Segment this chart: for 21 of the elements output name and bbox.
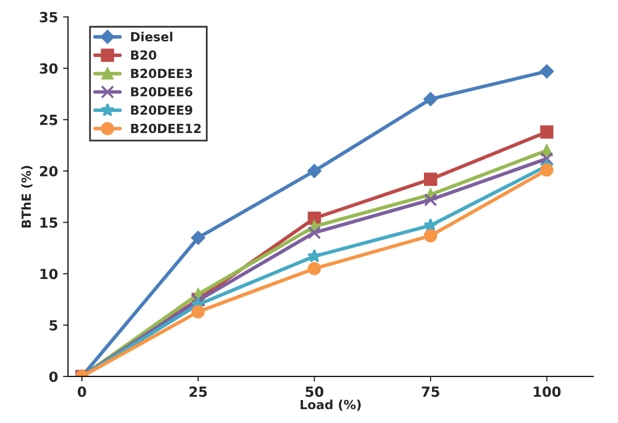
- y-tick-label: 25: [40, 114, 58, 126]
- x-tick-label: 100: [534, 386, 561, 397]
- y-tick-label: 35: [40, 12, 58, 22]
- y-axis-title: BThE (%): [21, 166, 32, 228]
- x-tick-label: 50: [306, 386, 324, 397]
- x-tick-label: 25: [190, 386, 207, 397]
- legend-label: B20DEE12: [131, 124, 201, 134]
- x-tick-label: 75: [422, 386, 440, 397]
- legend-label: B20: [131, 50, 156, 60]
- y-tick-label: 0: [49, 371, 58, 382]
- legend-label: B20DEE6: [131, 87, 192, 96]
- x-tick-label: 0: [78, 386, 86, 397]
- legend-label: Diesel: [131, 32, 172, 42]
- y-tick-label: 5: [50, 320, 58, 331]
- y-tick-label: 20: [40, 166, 58, 176]
- y-tick-label: 30: [40, 63, 58, 74]
- legend-label: B20DEE3: [131, 68, 192, 78]
- y-tick-label: 10: [40, 268, 58, 280]
- legend-label: B20DEE9: [131, 105, 192, 115]
- x-axis-title: Load (%): [300, 400, 361, 411]
- y-tick-label: 15: [40, 218, 58, 228]
